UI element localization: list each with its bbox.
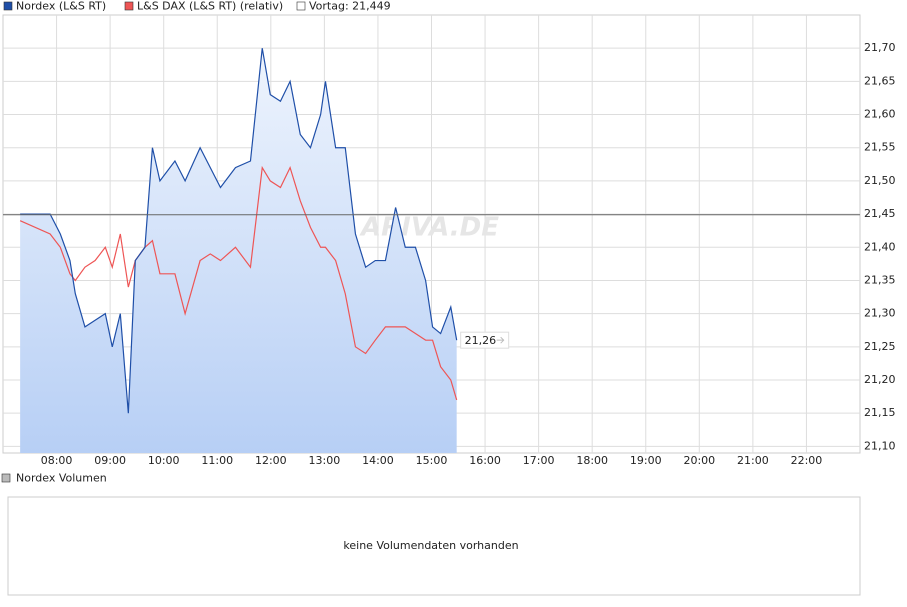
x-tick-label: 20:00 (683, 454, 715, 467)
legend-label: L&S DAX (L&S RT) (relativ) (137, 0, 283, 13)
volume-frame (7, 496, 861, 596)
x-tick-label: 10:00 (148, 454, 180, 467)
x-tick-label: 09:00 (94, 454, 126, 467)
y-tick-label: 21,70 (864, 41, 896, 54)
legend-swatch (124, 1, 134, 11)
x-tick-label: 22:00 (791, 454, 823, 467)
x-tick-label: 08:00 (41, 454, 73, 467)
x-tick-label: 16:00 (469, 454, 501, 467)
watermark: ARIVA.DE (359, 213, 499, 243)
y-tick-label: 21,35 (864, 273, 896, 286)
labels: 21,10 21,15 21,20 21,25 21,30 21,35 21,40 21,45… (41, 41, 896, 467)
legend-swatch (1, 473, 11, 483)
volume-title: Nordex Volumen (16, 472, 107, 485)
last-value-box (460, 331, 510, 349)
y-tick-label: 21,20 (864, 373, 896, 386)
x-tick-label: 17:00 (523, 454, 555, 467)
volume-message: keine Volumendaten vorhanden (343, 539, 518, 552)
x-tick-label: 19:00 (630, 454, 662, 467)
y-tick-label: 21,65 (864, 74, 896, 87)
legend-label: Nordex (L&S RT) (16, 0, 106, 13)
y-tick-label: 21,55 (864, 141, 896, 154)
plot: ARIVA.DE 21,26 (3, 48, 860, 453)
series-line (20, 48, 458, 414)
y-tick-label: 21,45 (864, 207, 896, 220)
y-tick-label: 21,25 (864, 340, 896, 353)
x-tick-label: 11:00 (201, 454, 233, 467)
y-tick-label: 21,40 (864, 240, 896, 253)
y-tick-label: 21,30 (864, 307, 896, 320)
x-tick-label: 13:00 (309, 454, 341, 467)
y-tick-label: 21,10 (864, 439, 896, 452)
legend-swatch (296, 1, 306, 11)
legend-label: Vortag: 21,449 (309, 0, 391, 13)
last-value-label: 21,26 (465, 334, 497, 347)
y-tick-label: 21,50 (864, 174, 896, 187)
series-line (19, 165, 458, 401)
x-tick-label: 14:00 (362, 454, 394, 467)
legend-swatch (3, 1, 13, 11)
x-tick-label: 12:00 (255, 454, 287, 467)
y-tick-label: 21,60 (864, 108, 896, 121)
y-tick-label: 21,15 (864, 406, 896, 419)
x-tick-label: 15:00 (416, 454, 448, 467)
last-value-arrow (496, 336, 505, 344)
x-tick-label: 18:00 (576, 454, 608, 467)
x-tick-label: 21:00 (737, 454, 769, 467)
